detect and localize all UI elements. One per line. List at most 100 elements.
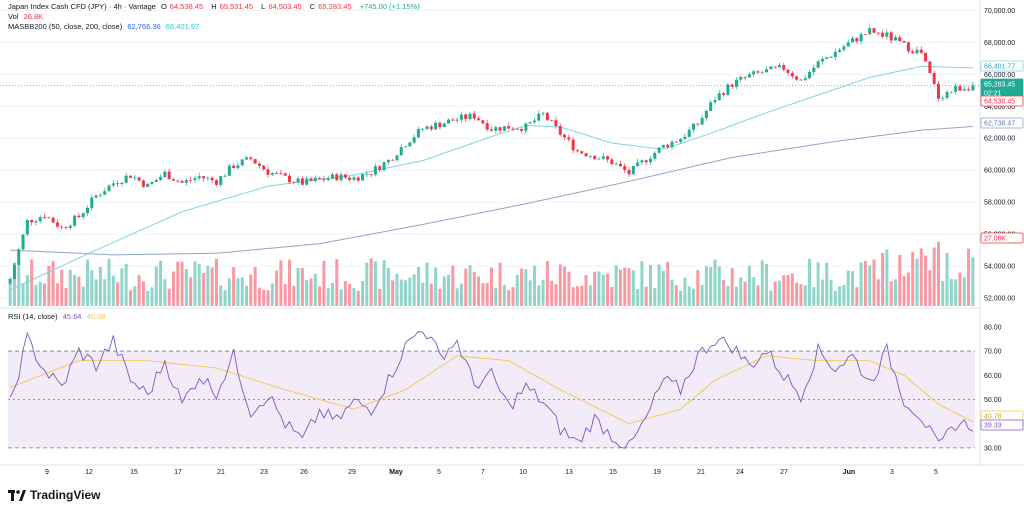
candle-body	[627, 169, 631, 175]
candle-body	[386, 159, 390, 163]
candle-body	[511, 128, 515, 130]
candle-body	[644, 160, 648, 163]
candle-body	[833, 51, 837, 57]
volume-bar	[915, 258, 919, 306]
candle-body	[442, 123, 446, 128]
price-tick-label: 60,000.00	[984, 168, 1015, 175]
volume-bar	[709, 267, 713, 306]
candle-body	[451, 119, 455, 121]
volume-bar	[305, 280, 309, 306]
candle-body	[8, 278, 12, 284]
candle-body	[808, 72, 812, 79]
volume-bar	[868, 265, 872, 306]
candle-body	[958, 86, 962, 91]
volume-bar	[511, 287, 515, 306]
volume-bar	[257, 287, 261, 306]
volume-bar	[949, 278, 953, 306]
candle-body	[292, 182, 296, 184]
volume-bar	[98, 267, 102, 306]
volume-bar	[571, 287, 575, 306]
time-tick-label: 13	[565, 469, 573, 476]
candle-body	[227, 165, 231, 176]
volume-bar	[133, 286, 137, 306]
volume-bar	[726, 285, 730, 306]
candle-body	[584, 153, 588, 157]
volume-bar	[971, 257, 975, 306]
volume-bar	[184, 268, 188, 306]
price-tick-label: 52,000.00	[984, 296, 1015, 303]
volume-bar	[747, 265, 751, 306]
volume-bar	[691, 288, 695, 306]
candle-body	[159, 176, 163, 180]
candle-body	[369, 173, 373, 175]
candle-body	[481, 120, 485, 124]
volume-bar	[180, 261, 184, 306]
candle-body	[180, 181, 184, 183]
moving-averages	[9, 65, 973, 291]
volume-bar	[936, 241, 940, 306]
volume-bar	[528, 280, 532, 306]
volume-bar	[700, 284, 704, 306]
candle-body	[687, 129, 691, 137]
volume-bar	[734, 286, 738, 306]
candle-body	[98, 194, 102, 196]
candle-body	[855, 38, 859, 42]
candle-body	[962, 89, 966, 91]
candlesticks[interactable]	[8, 25, 975, 285]
volume-bar	[214, 258, 218, 306]
candle-body	[661, 144, 665, 148]
volume-bar	[167, 288, 171, 306]
candle-body	[528, 122, 532, 124]
candle-body	[202, 176, 206, 179]
volume-bar	[116, 282, 120, 306]
volume-bar	[60, 269, 64, 306]
tradingview-logo[interactable]: TradingView	[8, 488, 100, 502]
time-tick-label: 10	[519, 469, 527, 476]
candle-body	[782, 65, 786, 70]
price-tick-label: 58,000.00	[984, 200, 1015, 207]
volume-bar	[889, 281, 893, 306]
candle-body	[128, 175, 132, 178]
candle-body	[571, 139, 575, 151]
candle-body	[773, 66, 777, 68]
rsi-label[interactable]: RSI (14, close)	[8, 312, 58, 321]
candle-body	[954, 86, 958, 92]
volume-bar	[812, 287, 816, 306]
candle-body	[820, 58, 824, 62]
candle-body	[352, 177, 356, 180]
rsi-ma-line	[9, 355, 974, 425]
candle-body	[554, 120, 558, 127]
volume-bar	[657, 264, 661, 306]
volume-bar	[206, 265, 210, 306]
candle-body	[640, 160, 644, 163]
volume-bar	[300, 267, 304, 306]
volume-bar	[872, 259, 876, 306]
badge-open-price: 64,538.45	[984, 99, 1015, 106]
candle-body	[348, 177, 352, 180]
candle-body	[881, 32, 885, 37]
volume-label[interactable]: Vol	[8, 12, 19, 21]
time-tick-label: 23	[260, 469, 268, 476]
volume-bar	[524, 269, 528, 306]
volume-bar	[249, 274, 253, 306]
candle-body	[588, 155, 592, 157]
candle-body	[245, 157, 249, 160]
candle-body	[206, 177, 210, 179]
candle-body	[846, 42, 850, 47]
badge-volume: 27.08K	[984, 236, 1007, 243]
symbol-title[interactable]: Japan Index Cash CFD (JPY) · 4h · Vantag…	[8, 2, 156, 11]
candle-body	[786, 69, 790, 73]
volume-bar	[730, 267, 734, 306]
volume-bar	[575, 286, 579, 306]
volume-bar	[348, 283, 352, 306]
volume-bar	[421, 282, 425, 306]
volume-bar	[846, 270, 850, 306]
volume-bar	[958, 272, 962, 306]
candle-body	[614, 163, 618, 165]
chart-background	[0, 0, 1024, 466]
volume-bar	[442, 276, 446, 306]
volume-bar	[481, 283, 485, 306]
ma-label[interactable]: MASBB200 (50, close, 200, close)	[8, 22, 123, 31]
